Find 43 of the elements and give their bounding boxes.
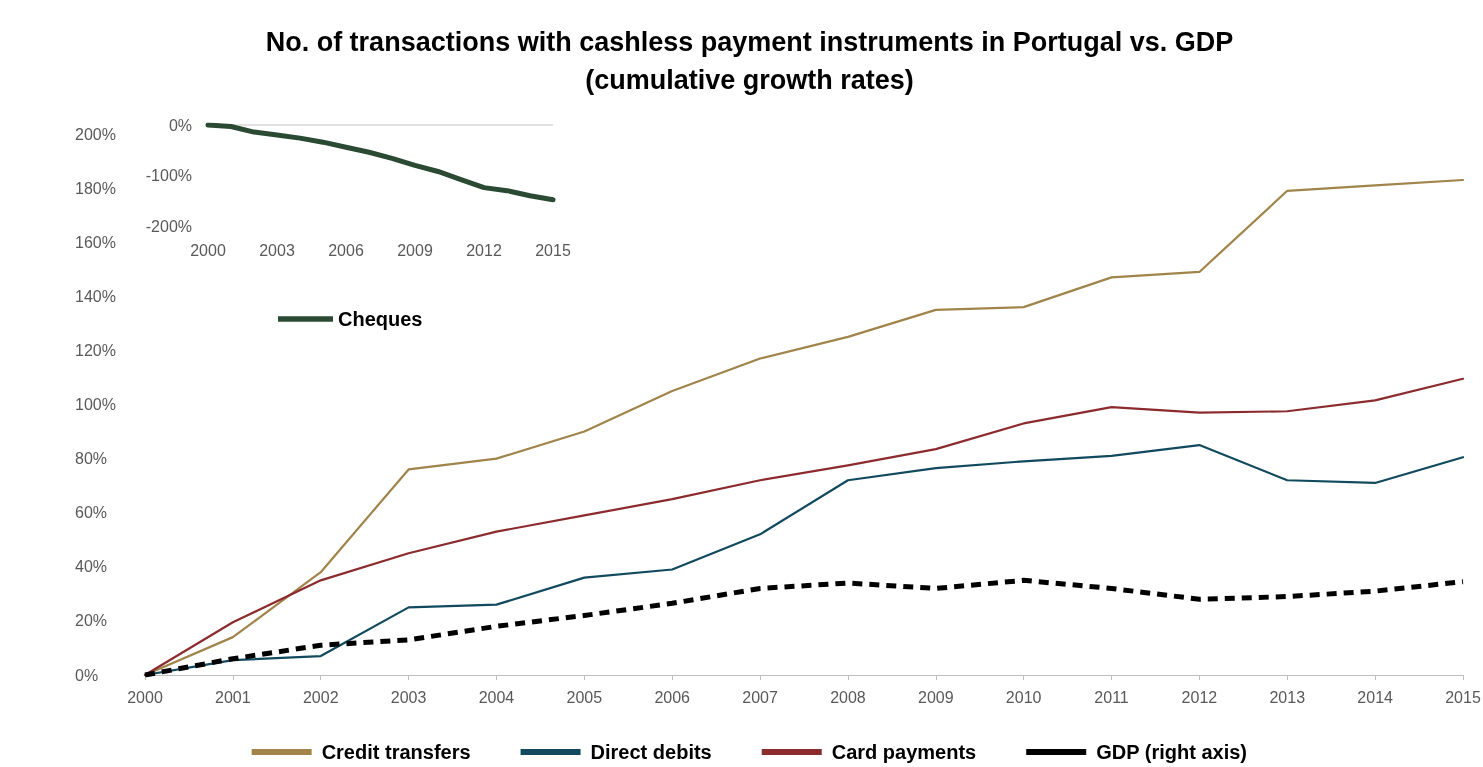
x-tick-label: 2002 <box>302 688 339 706</box>
x-tick-label: 2007 <box>742 688 778 706</box>
x-tick-label: 2011 <box>1094 688 1129 706</box>
y-tick-label: 20% <box>75 612 108 630</box>
y-tick-label: 180% <box>75 179 116 197</box>
y-tick-label: 140% <box>75 287 116 305</box>
x-tick-label: 2000 <box>127 688 163 706</box>
x-tick-label: 2008 <box>830 688 866 706</box>
x-tick-label: 2009 <box>397 241 433 259</box>
y-tick-label: 80% <box>75 450 108 468</box>
chart-title: No. of transactions with cashless payment instruments in Portugal vs. GDP (cumulative growth rates) <box>265 27 1234 95</box>
y-tick-label: 40% <box>75 558 108 576</box>
x-tick-label: 2014 <box>1357 688 1394 706</box>
line-series <box>143 377 1465 677</box>
x-tick-label: 2009 <box>918 688 954 706</box>
x-tick-label: 2003 <box>259 241 295 259</box>
x-tick-label: 2012 <box>1181 688 1218 706</box>
y-tick-label: 200% <box>75 125 116 143</box>
x-tick-label: 2001 <box>215 688 251 706</box>
y-tick-label: 100% <box>75 396 116 413</box>
x-tick-label: 2004 <box>478 688 515 706</box>
x-tick-label: 2000 <box>190 241 226 259</box>
x-tick-label: 2006 <box>654 688 691 706</box>
y-tick-label: 0% <box>75 666 99 684</box>
x-tick-label: 2013 <box>1269 688 1306 706</box>
y-tick-label: -100% <box>145 167 192 184</box>
x-tick-label: 2003 <box>390 688 427 706</box>
legend-label: Card payments <box>831 741 977 763</box>
legend-label: Credit transfers <box>321 741 471 763</box>
x-tick-label: 2015 <box>535 241 571 259</box>
y-tick-label: 160% <box>75 233 116 251</box>
y-tick-label: 60% <box>75 504 108 522</box>
x-tick-label: 2015 <box>1445 688 1481 706</box>
y-tick-label: 120% <box>75 341 116 359</box>
x-tick-label: 2010 <box>1005 688 1042 706</box>
x-tick-label: 2012 <box>466 241 502 259</box>
y-tick-label: -200% <box>145 217 192 235</box>
legend-label: Cheques <box>338 308 423 330</box>
y-tick-label: 0% <box>168 116 192 134</box>
x-tick-label: 2006 <box>328 241 364 259</box>
x-tick-label: 2005 <box>566 688 603 706</box>
legend-label: Direct debits <box>590 741 712 763</box>
legend-label: GDP (right axis) <box>1096 741 1247 763</box>
